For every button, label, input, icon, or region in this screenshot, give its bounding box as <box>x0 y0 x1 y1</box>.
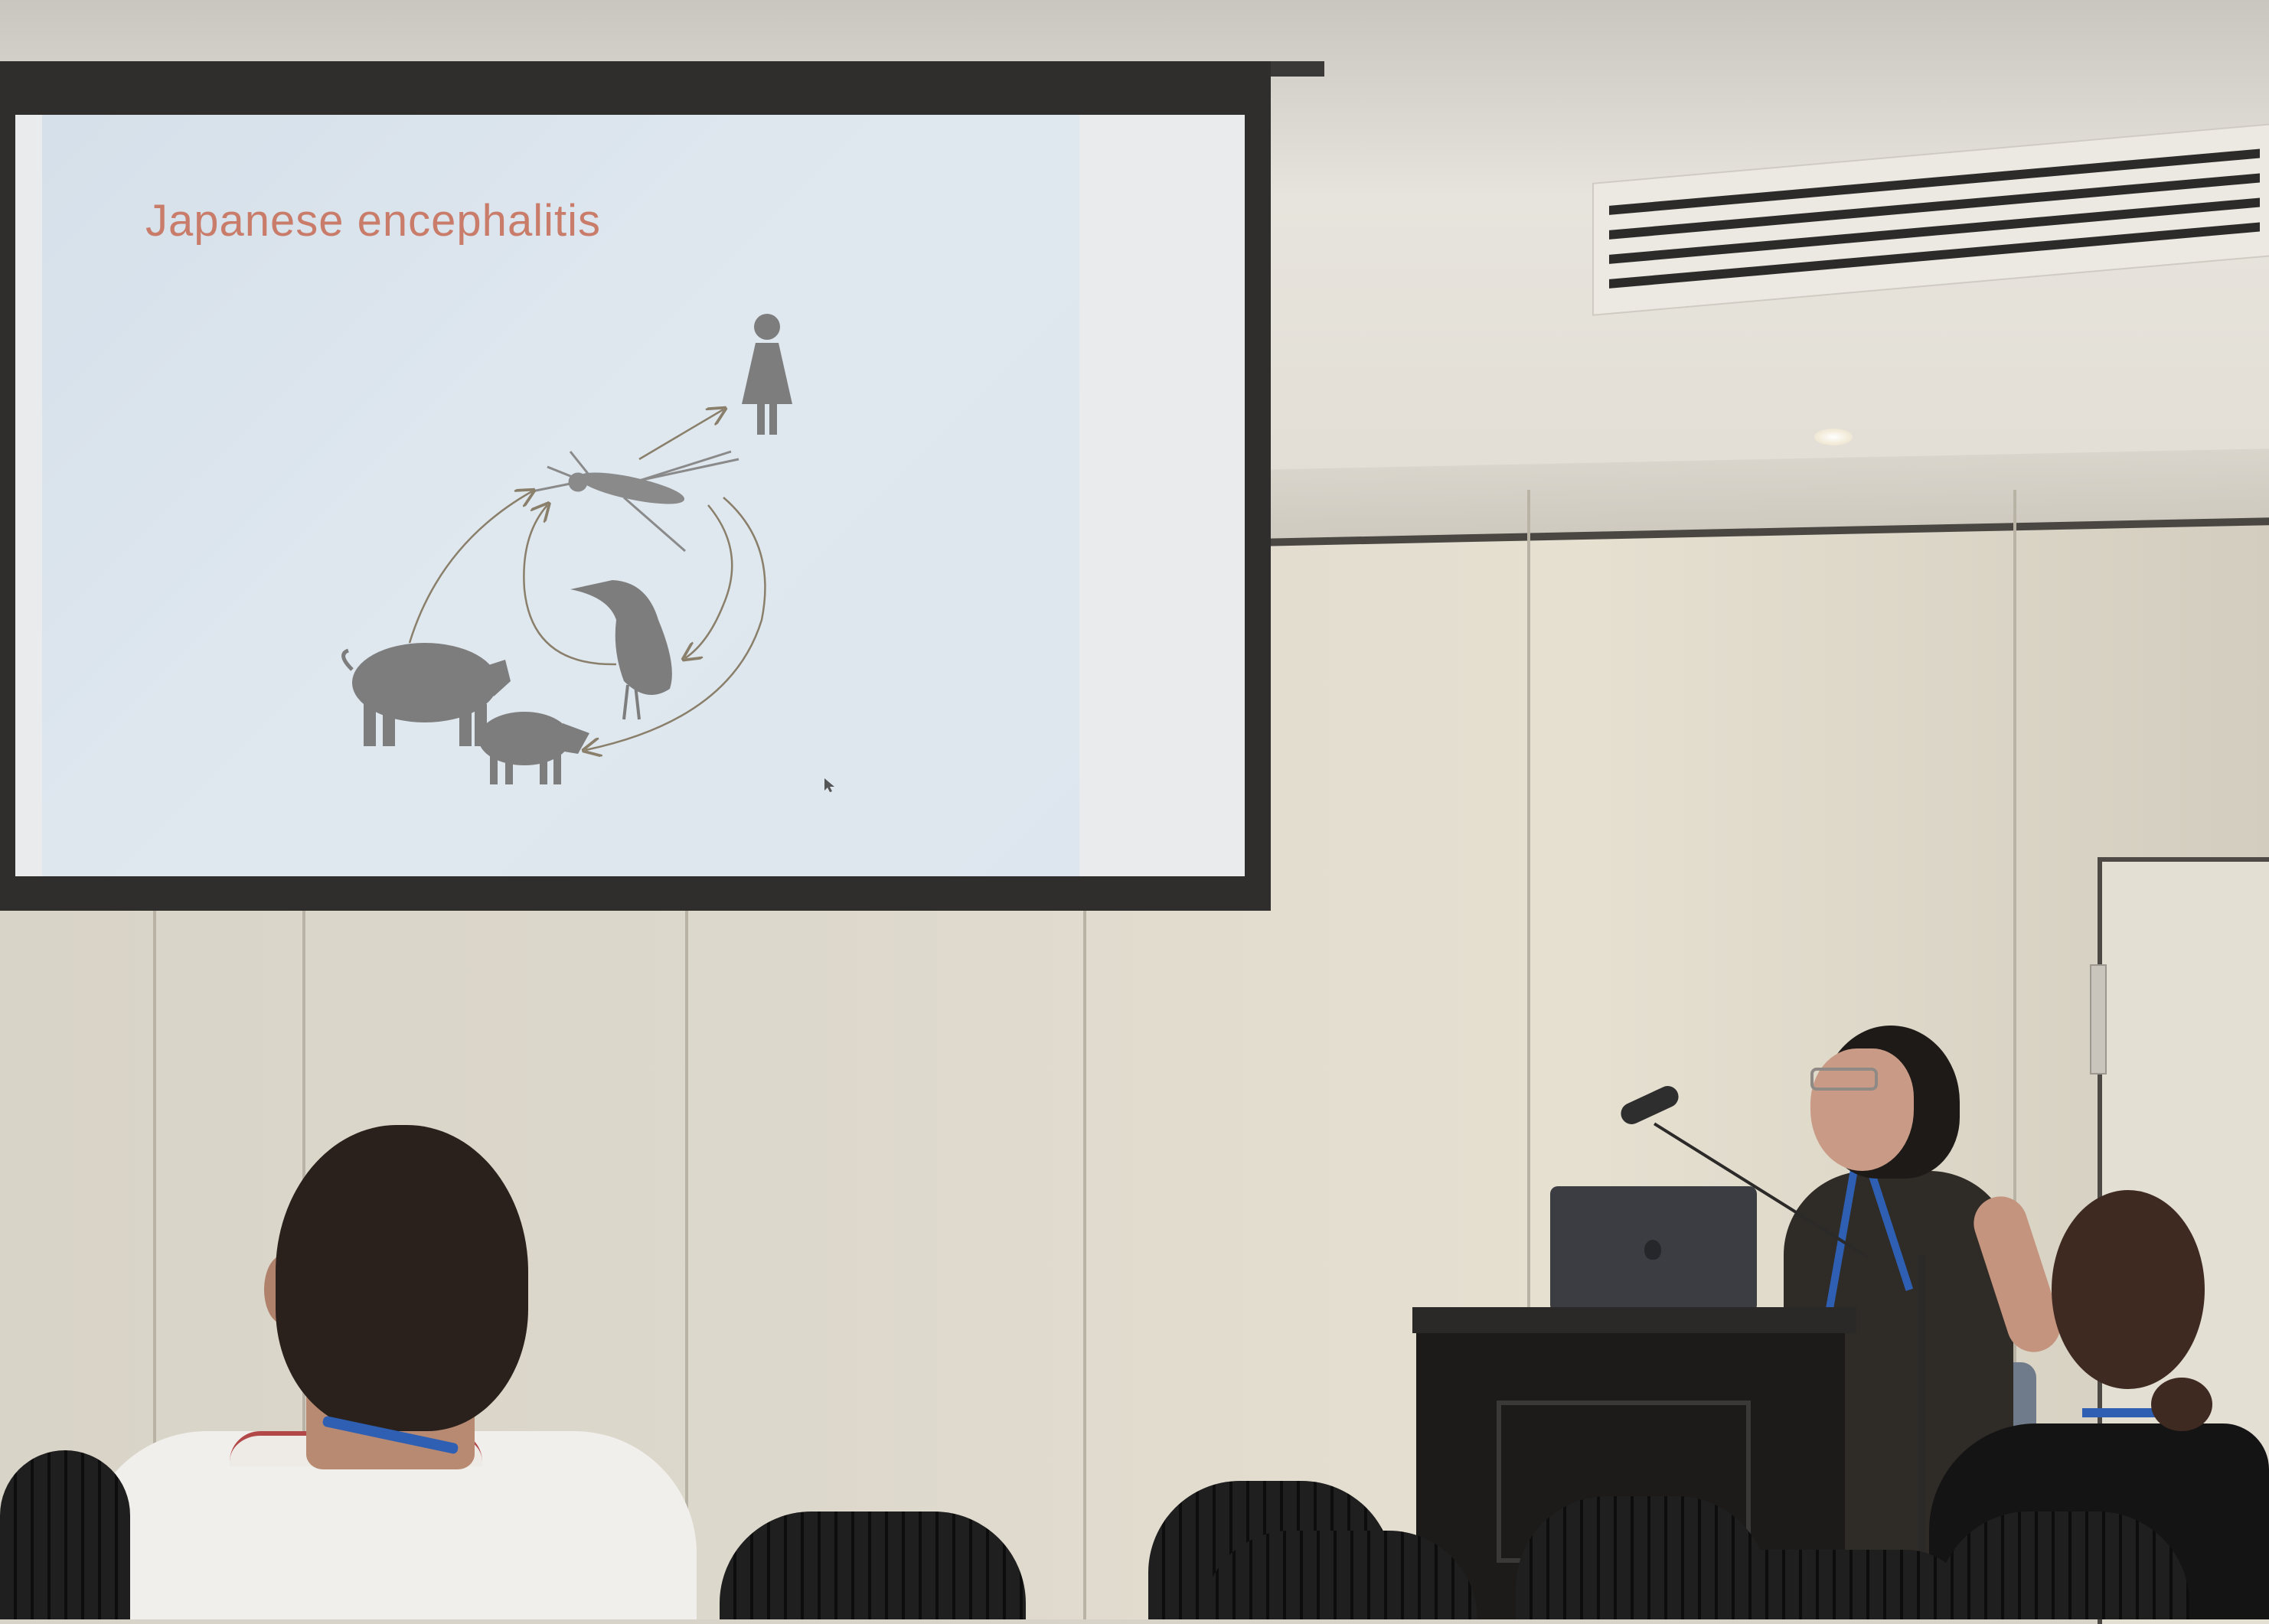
wall-panel-seam <box>1083 490 1086 1619</box>
chair <box>0 1450 130 1619</box>
mosquito-icon <box>531 450 739 553</box>
audience-woman-head <box>2052 1190 2205 1389</box>
audience-woman-hair-bun <box>2151 1378 2212 1431</box>
wall-panel-seam <box>2013 490 2016 1619</box>
glasses <box>1810 1068 1878 1091</box>
slide-title: Japanese encephalitis <box>145 196 601 246</box>
mic-stand-pole <box>1918 1255 1925 1619</box>
wall-panel-seam <box>302 490 305 1619</box>
laptop-logo <box>1644 1240 1661 1260</box>
chair <box>1202 1531 1477 1619</box>
wall-panel-seam <box>153 490 156 1619</box>
presenter-face <box>1810 1048 1914 1171</box>
transmission-cycle-diagram <box>341 314 792 784</box>
heron-icon <box>570 580 672 720</box>
chair <box>720 1511 1026 1619</box>
audience-man-head <box>276 1125 528 1431</box>
ceiling-light <box>1814 429 1853 445</box>
boar-icon <box>478 712 589 784</box>
wall-panel-seam <box>1527 490 1530 1619</box>
woman-icon <box>742 314 792 435</box>
wall-panel-seam <box>685 490 688 1619</box>
door-hinge <box>2090 964 2107 1075</box>
pig-icon <box>341 643 511 746</box>
chair <box>1937 1511 2189 1619</box>
mouse-cursor-icon <box>824 778 834 792</box>
chair <box>1684 1550 1975 1619</box>
podium-top <box>1412 1307 1856 1333</box>
cycle-arrows <box>408 409 766 750</box>
